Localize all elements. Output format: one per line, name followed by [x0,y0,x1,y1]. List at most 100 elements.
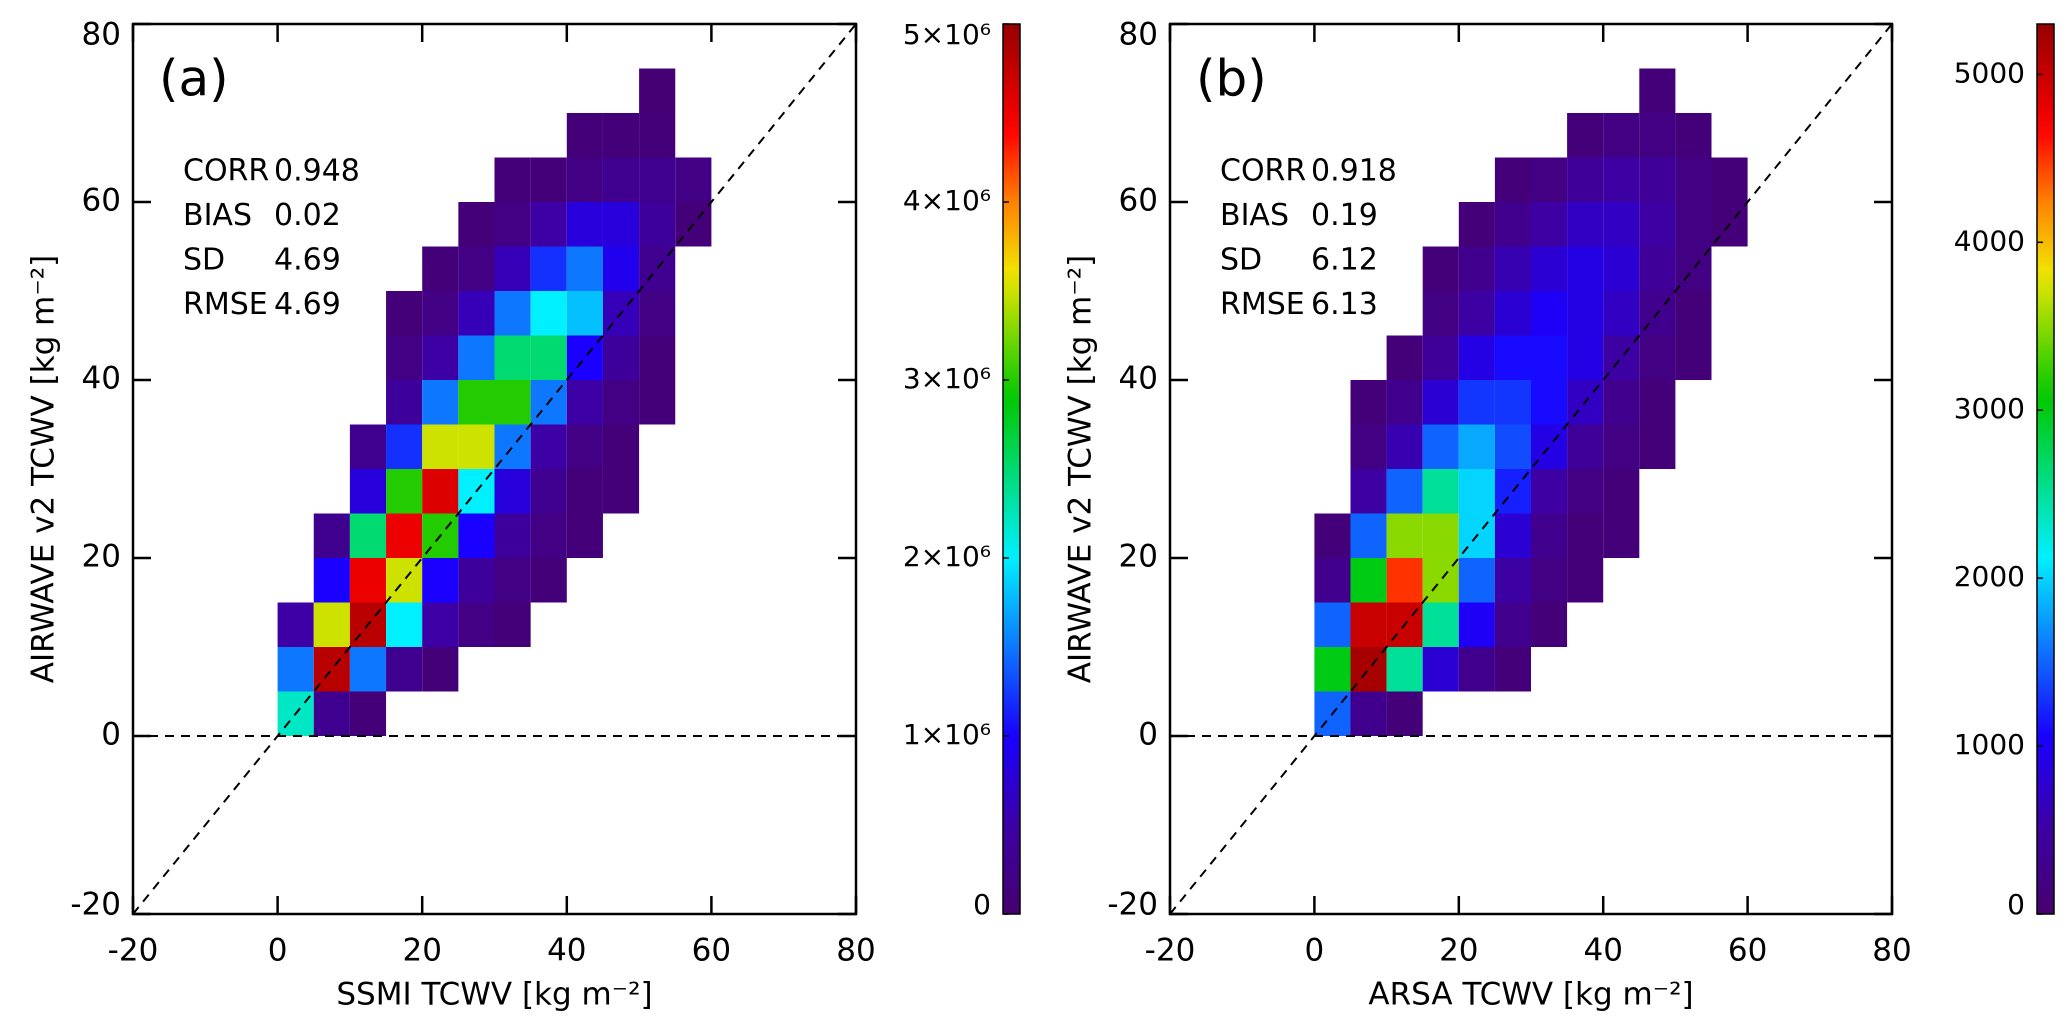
x-tick-label: -20 [1145,933,1196,969]
heat-cell [602,246,640,291]
stat-value: 0.948 [274,154,360,189]
heat-cell [1350,691,1387,736]
heat-cell [494,380,531,425]
heat-cell [386,335,423,380]
heat-cell [1458,647,1495,692]
heat-cell [1531,291,1568,336]
colorbar-tick-label: 0 [973,888,991,921]
colorbar-tick-label: 5000 [1954,56,2025,89]
heat-cell [1603,113,1640,158]
heat-cell [1422,335,1459,380]
heat-cell [1422,469,1459,514]
heat-cell [458,202,495,247]
heat-cell [1639,246,1676,291]
heat-cell [566,513,603,558]
heat-cell [422,291,459,336]
heat-cell [349,513,387,558]
heat-cell [1350,602,1387,647]
heat-cell [313,602,350,647]
heat-cell [602,113,640,158]
heat-cell [1314,602,1351,647]
heat-cell [639,335,676,380]
heat-cell [386,469,423,514]
heat-cell [1603,469,1640,514]
heat-cell [1531,246,1568,291]
heat-cell [639,291,676,336]
stat-label: CORR [1220,154,1306,189]
heat-cell [313,691,350,736]
heat-cell [1458,335,1495,380]
heat-cell [349,424,387,469]
x-tick-label: 80 [1872,933,1911,969]
heat-cell [1386,558,1423,603]
heat-cell [1531,335,1568,380]
heat-cell [1350,380,1387,425]
heat-cell [1494,513,1531,558]
colorbar-tick-label: 4×10⁶ [903,184,991,217]
heat-cell [1458,424,1495,469]
heat-cell [1567,157,1604,202]
heat-cell [1639,113,1676,158]
y-tick-label: 20 [82,539,121,575]
x-tick-label: 20 [402,933,441,969]
heat-cell [1422,424,1459,469]
x-tick-label: 80 [836,933,875,969]
heat-cell [1422,380,1459,425]
x-tick-label: 60 [692,933,731,969]
heat-cell [1675,335,1712,380]
heat-cell [277,647,314,692]
heat-cell [530,424,567,469]
heat-cell [566,424,603,469]
heat-cell [1639,68,1676,113]
colorbar-tick-label: 5×10⁶ [903,18,991,51]
heat-cell [1494,424,1531,469]
x-tick-label: 20 [1439,933,1478,969]
y-tick-label: 20 [1119,539,1158,575]
heat-cell [1675,113,1712,158]
x-tick-label: 0 [268,933,288,969]
heat-cell [1458,246,1495,291]
heat-cell [1422,513,1459,558]
heat-cell [566,113,603,158]
heat-cell [566,291,603,336]
heat-cell [1494,647,1531,692]
stat-label: RMSE [1220,287,1305,322]
stat-label: CORR [183,154,269,189]
colorbar [2036,23,2055,915]
heat-cell [566,157,603,202]
heat-cell [1386,513,1423,558]
y-tick-label: 60 [82,183,121,219]
colorbar [1002,23,1021,915]
heat-cell [639,202,676,247]
stat-value: 0.02 [274,198,341,233]
heat-cell [494,469,531,514]
heat-cell [1422,291,1459,336]
heat-cell [1494,246,1531,291]
heat-cell [530,469,567,514]
heat-cell [1422,602,1459,647]
heat-cell [1386,380,1423,425]
x-tick-label: 40 [547,933,586,969]
heat-cell [1458,469,1495,514]
heat-cell [1531,380,1568,425]
heat-cell [386,513,423,558]
heat-cell [458,291,495,336]
heat-cell [422,602,459,647]
heat-cell [494,157,531,202]
heat-cell [1603,202,1640,247]
heat-cell [1350,424,1387,469]
stat-label: SD [1220,243,1262,278]
y-axis-title: AIRWAVE v2 TCWV [kg m⁻²] [26,255,62,684]
heat-cell [1603,291,1640,336]
heat-cell [1458,291,1495,336]
y-tick-label: 0 [101,717,121,753]
heat-cell [530,157,567,202]
colorbar-tick-label: 1000 [1954,728,2025,761]
heat-cell [1603,335,1640,380]
x-tick-label: -20 [108,933,159,969]
colorbar-tick-label: 0 [2007,888,2025,921]
plot-frame [1168,22,1894,916]
heat-cell [1458,558,1495,603]
